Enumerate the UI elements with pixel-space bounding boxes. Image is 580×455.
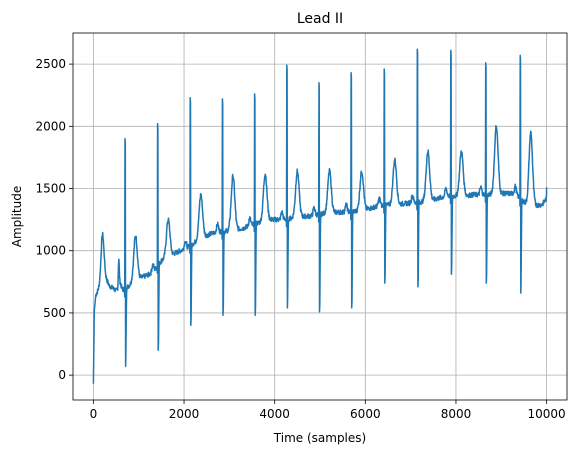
y-tick-label: 2500	[35, 57, 66, 71]
y-axis-label: Amplitude	[10, 186, 24, 248]
x-tick-label: 10000	[528, 407, 566, 421]
y-tick-label: 1000	[35, 244, 66, 258]
x-tick-label: 2000	[169, 407, 200, 421]
y-tick-label: 0	[58, 368, 66, 382]
y-axis-ticks: 0 500 1000 1500 2000 2500	[35, 57, 73, 382]
x-tick-label: 8000	[441, 407, 472, 421]
y-tick-label: 500	[43, 306, 66, 320]
y-tick-label: 2000	[35, 119, 66, 133]
y-tick-label: 1500	[35, 182, 66, 196]
x-tick-label: 4000	[259, 407, 290, 421]
chart-title: Lead II	[297, 11, 343, 27]
plot-frame	[72, 32, 568, 401]
lead-ii-signal-line	[92, 48, 548, 384]
x-axis-label: Time (samples)	[273, 431, 366, 445]
x-axis-ticks: 0 2000 4000 6000 8000 10000	[90, 400, 566, 421]
x-tick-label: 0	[90, 407, 98, 421]
x-tick-label: 6000	[350, 407, 381, 421]
